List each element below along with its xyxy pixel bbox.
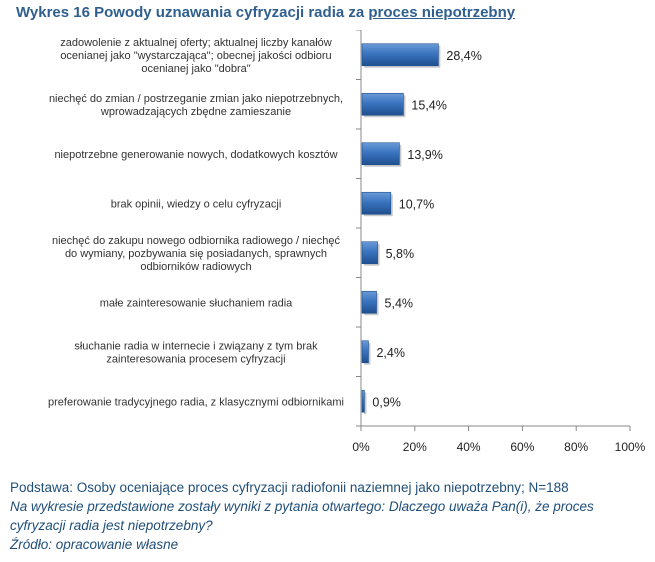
value-label: 15,4% [411, 98, 446, 112]
category-label-line: słuchanie radia w internecie i związany … [74, 340, 318, 352]
category-label: niechęć do zakupu nowego odbiornika radi… [52, 235, 341, 273]
value-label: 5,8% [386, 247, 415, 261]
x-tick-label: 80% [564, 440, 588, 454]
category-label: niepotrzebne generowanie nowych, dodatko… [54, 149, 337, 161]
category-label-line: preferowanie tradycyjnego radia, z klasy… [48, 396, 344, 408]
bar [361, 290, 377, 314]
x-tick-label: 40% [457, 440, 481, 454]
bar [361, 191, 392, 215]
category-label: małe zainteresowanie słuchaniem radia [100, 297, 293, 309]
footer-basis: Podstawa: Osoby oceniające proces cyfryz… [10, 480, 569, 495]
category-label-line: wprowadzających zbędne zamieszanie [100, 106, 291, 118]
category-label-line: zainteresowania procesem cyfryzacji [106, 353, 285, 365]
category-label-line: ocenianej jako "wystarczająca"; obecnej … [60, 50, 331, 62]
category-label-line: do wymiany, pozbywania się posiadanych, … [65, 248, 327, 260]
bar [361, 92, 404, 116]
value-label: 13,9% [407, 148, 442, 162]
bar [361, 43, 439, 67]
category-label: słuchanie radia w internecie i związany … [74, 340, 318, 365]
bar [361, 142, 400, 166]
x-tick-label: 100% [615, 440, 646, 454]
category-label-line: małe zainteresowanie słuchaniem radia [100, 297, 293, 309]
value-label: 10,7% [399, 197, 434, 211]
value-label: 2,4% [376, 346, 405, 360]
bar [361, 241, 378, 265]
value-label: 5,4% [385, 296, 414, 310]
chart-title-prefix: Wykres 16 Powody uznawania cyfryzacji ra… [16, 4, 365, 21]
category-label: brak opinii, wiedzy o celu cyfryzacji [111, 198, 282, 210]
x-tick-label: 0% [352, 440, 370, 454]
footer-note: Na wykresie przedstawione zostały wyniki… [10, 499, 594, 533]
category-label-line: ocenianej jako "dobra" [141, 63, 250, 75]
category-label-line: brak opinii, wiedzy o celu cyfryzacji [111, 198, 282, 210]
chart-footer: Podstawa: Osoby oceniające proces cyfryz… [10, 478, 650, 554]
category-label-line: odbiorników radiowych [140, 261, 251, 273]
category-label: zadowolenie z aktualnej oferty; aktualne… [60, 37, 332, 75]
category-label-line: niepotrzebne generowanie nowych, dodatko… [54, 149, 337, 161]
category-label-line: niechęć do zmian / postrzeganie zmian ja… [49, 93, 343, 105]
category-label-line: zadowolenie z aktualnej oferty; aktualne… [60, 37, 332, 49]
x-tick-label: 20% [403, 440, 427, 454]
x-tick-label: 60% [510, 440, 534, 454]
chart-title-emphasis: proces niepotrzebny [368, 4, 516, 21]
footer-source: Źródło: opracowanie własne [10, 537, 179, 552]
bar [361, 340, 369, 364]
chart-title: Wykres 16 Powody uznawania cyfryzacji ra… [16, 4, 515, 21]
value-label: 0,9% [372, 395, 401, 409]
category-label-line: niechęć do zakupu nowego odbiornika radi… [52, 235, 341, 247]
category-label: niechęć do zmian / postrzeganie zmian ja… [49, 93, 343, 118]
value-label: 28,4% [446, 49, 481, 63]
bar [361, 389, 365, 413]
bar-chart: 0% 20% 40% 60% 80% 100% 28,4% zadowolenie z akt… [48, 30, 646, 454]
category-label: preferowanie tradycyjnego radia, z klasy… [48, 396, 344, 408]
